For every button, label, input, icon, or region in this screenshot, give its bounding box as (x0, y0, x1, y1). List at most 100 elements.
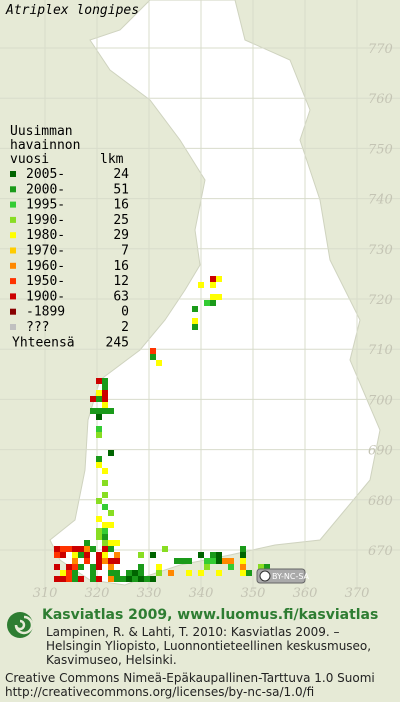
legend-swatch (10, 216, 16, 223)
legend-label: 1980- (26, 228, 65, 243)
occurrence-square (96, 414, 102, 420)
legend-label: 1995- (26, 198, 65, 213)
occurrence-square (150, 576, 156, 582)
legend-heading: vuosi (10, 152, 49, 167)
occurrence-square (102, 468, 108, 474)
occurrence-square (96, 558, 102, 564)
occurrence-square (96, 534, 102, 540)
occurrence-square (54, 564, 60, 570)
occurrence-square (210, 300, 216, 306)
occurrence-square (96, 456, 102, 462)
occurrence-square (84, 558, 90, 564)
east-label: 310 (33, 586, 58, 601)
occurrence-square (114, 570, 120, 576)
occurrence-square (246, 570, 252, 576)
legend-count: 0 (121, 305, 129, 320)
occurrence-square (156, 570, 162, 576)
legend-swatch (10, 201, 16, 208)
occurrence-square (102, 408, 108, 414)
legend-label: ??? (26, 320, 49, 335)
occurrence-square (108, 522, 114, 528)
legend-count: 16 (113, 198, 129, 213)
occurrence-square (108, 558, 114, 564)
occurrence-square (96, 528, 102, 534)
footer-text: Lampinen, R. & Lahti, T. 2010: Kasviatla… (5, 625, 375, 699)
occurrence-square (108, 570, 114, 576)
north-label: 690 (368, 444, 393, 459)
legend-label: 1950- (26, 274, 65, 289)
occurrence-square (60, 552, 66, 558)
east-label: 320 (85, 586, 110, 601)
legend-label: 1970- (26, 244, 65, 259)
occurrence-square (102, 504, 108, 510)
occurrence-square (216, 558, 222, 564)
legend-count: 7 (121, 244, 129, 259)
occurrence-square (120, 576, 126, 582)
occurrence-square (96, 498, 102, 504)
occurrence-square (90, 570, 96, 576)
occurrence-square (78, 564, 84, 570)
legend-swatch (10, 308, 16, 315)
occurrence-square (138, 552, 144, 558)
east-label: 360 (293, 586, 318, 601)
occurrence-square (96, 576, 102, 582)
legend-swatch (10, 171, 16, 177)
occurrence-square (174, 558, 180, 564)
north-label: 720 (368, 293, 393, 308)
occurrence-square (108, 564, 114, 570)
occurrence-square (228, 558, 234, 564)
occurrence-square (108, 510, 114, 516)
occurrence-square (228, 564, 234, 570)
occurrence-square (102, 558, 108, 564)
occurrence-square (54, 552, 60, 558)
east-label: 330 (137, 586, 162, 601)
occurrence-square (96, 390, 102, 396)
citation-line: Kasvimuseo, Helsinki. (46, 653, 177, 667)
occurrence-square (114, 576, 120, 582)
occurrence-square (84, 552, 90, 558)
legend-count: 24 (113, 167, 129, 182)
north-label: 670 (368, 544, 393, 559)
occurrence-square (72, 570, 78, 576)
occurrence-square (240, 558, 246, 564)
legend-swatch (10, 232, 16, 239)
occurrence-square (72, 552, 78, 558)
occurrence-square (72, 546, 78, 552)
species-title: Atriplex longipes (5, 3, 139, 18)
occurrence-square (102, 480, 108, 486)
occurrence-square (138, 570, 144, 576)
occurrence-square (132, 570, 138, 576)
footer-bg (0, 600, 400, 702)
occurrence-square (66, 546, 72, 552)
occurrence-square (102, 522, 108, 528)
legend-count: 12 (113, 274, 129, 289)
occurrence-square (210, 552, 216, 558)
occurrence-square (102, 546, 108, 552)
occurrence-square (216, 570, 222, 576)
occurrence-square (54, 546, 60, 552)
total-value: 245 (106, 335, 129, 350)
occurrence-square (60, 546, 66, 552)
occurrence-square (108, 540, 114, 546)
land (49, 0, 381, 586)
occurrence-square (150, 354, 156, 360)
occurrence-square (162, 546, 168, 552)
occurrence-square (66, 576, 72, 582)
legend-label: 1990- (26, 213, 65, 228)
north-label: 710 (368, 343, 393, 358)
occurrence-square (90, 408, 96, 414)
legend-label: 2005- (26, 167, 65, 182)
legend-count-heading: lkm (100, 152, 124, 167)
east-label: 350 (241, 586, 266, 601)
legend-swatch (10, 324, 16, 330)
occurrence-square (240, 546, 246, 552)
occurrence-square (78, 546, 84, 552)
occurrence-square (144, 576, 150, 582)
footer-headline: Kasviatlas 2009, www.luomus.fi/kasviatla… (42, 607, 378, 623)
occurrence-square (84, 540, 90, 546)
occurrence-square (90, 576, 96, 582)
occurrence-square (102, 528, 108, 534)
legend-count: 29 (113, 228, 129, 243)
occurrence-square (240, 552, 246, 558)
